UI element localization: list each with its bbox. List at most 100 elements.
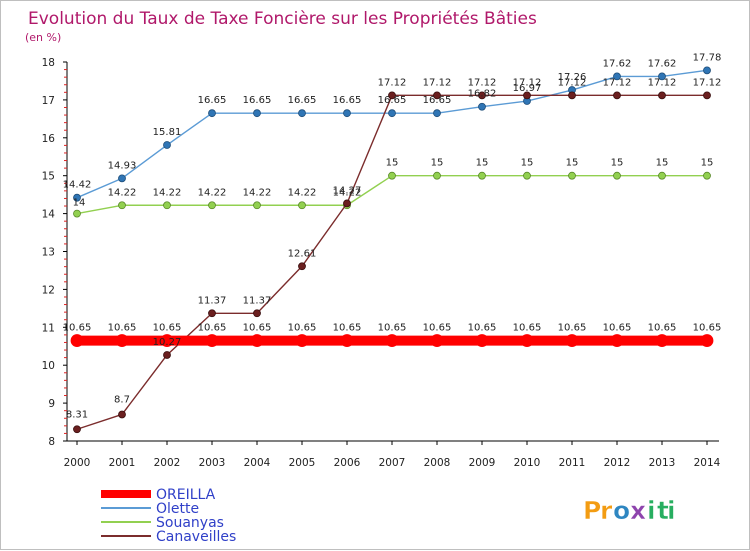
legend-label-canaveilles: Canaveilles xyxy=(156,529,236,545)
data-point-oreilla xyxy=(115,334,129,347)
data-label-souanyas: 15 xyxy=(476,158,489,169)
x-tick-label: 2014 xyxy=(694,457,721,469)
data-point-olette xyxy=(478,102,486,111)
data-label-canaveilles: 17.12 xyxy=(648,77,677,88)
data-point-oreilla xyxy=(385,334,399,347)
data-point-canaveilles xyxy=(523,91,531,100)
legend-label-oreilla: OREILLA xyxy=(156,487,216,503)
data-label-oreilla: 10.65 xyxy=(63,323,92,334)
x-tick-label: 2010 xyxy=(514,457,541,469)
data-point-souanyas xyxy=(118,201,126,210)
data-point-oreilla xyxy=(295,334,309,347)
data-label-souanyas: 15 xyxy=(431,158,444,169)
data-label-olette: 16.65 xyxy=(198,95,227,106)
x-tick-label: 2008 xyxy=(424,457,451,469)
data-point-olette xyxy=(208,109,216,118)
x-tick-label: 2007 xyxy=(379,457,406,469)
data-label-souanyas: 15 xyxy=(611,158,624,169)
legend-label-souanyas: Souanyas xyxy=(156,515,224,531)
data-label-oreilla: 10.65 xyxy=(378,323,407,334)
data-label-olette: 17.62 xyxy=(648,58,677,69)
data-point-oreilla xyxy=(700,334,714,347)
y-tick-label: 9 xyxy=(48,398,55,410)
data-label-olette: 17.62 xyxy=(603,58,632,69)
data-point-oreilla xyxy=(475,334,489,347)
data-point-olette xyxy=(388,109,396,118)
data-point-olette xyxy=(613,72,621,81)
data-point-olette xyxy=(298,109,306,118)
legend-label-olette: Olette xyxy=(156,501,199,517)
logo-letter: P xyxy=(583,496,601,525)
data-point-souanyas xyxy=(703,171,711,180)
data-point-oreilla xyxy=(565,334,579,347)
data-label-souanyas: 15 xyxy=(656,158,669,169)
data-point-canaveilles xyxy=(208,309,216,318)
data-point-oreilla xyxy=(655,334,669,347)
data-point-olette xyxy=(118,174,126,183)
data-label-souanyas: 14.22 xyxy=(153,187,182,198)
data-label-canaveilles: 17.12 xyxy=(468,77,497,88)
data-point-olette xyxy=(433,109,441,118)
data-point-olette xyxy=(703,66,711,75)
data-label-olette: 16.65 xyxy=(423,95,452,106)
data-point-canaveilles xyxy=(388,91,396,100)
y-tick-label: 13 xyxy=(42,247,55,259)
data-label-souanyas: 14.22 xyxy=(288,187,317,198)
data-label-souanyas: 14 xyxy=(73,198,86,209)
data-point-canaveilles xyxy=(703,91,711,100)
y-tick-label: 8 xyxy=(48,436,55,448)
series-olette xyxy=(73,66,711,202)
data-point-olette xyxy=(343,109,351,118)
data-label-olette: 16.65 xyxy=(333,95,362,106)
data-point-canaveilles xyxy=(433,91,441,100)
data-point-canaveilles xyxy=(613,91,621,100)
logo-letter: i xyxy=(667,496,676,525)
logo-letter: r xyxy=(600,496,613,525)
y-tick-label: 18 xyxy=(42,57,55,69)
data-label-oreilla: 10.65 xyxy=(333,323,362,334)
data-point-canaveilles xyxy=(298,262,306,271)
series-line-canaveilles xyxy=(76,94,707,430)
data-label-souanyas: 15 xyxy=(521,158,534,169)
x-tick-label: 2001 xyxy=(109,457,136,469)
data-point-canaveilles xyxy=(568,91,576,100)
data-label-oreilla: 10.65 xyxy=(558,323,587,334)
data-label-oreilla: 10.65 xyxy=(693,323,722,334)
x-tick-label: 2002 xyxy=(154,457,181,469)
data-label-olette: 14.93 xyxy=(108,160,137,171)
data-label-oreilla: 10.65 xyxy=(468,323,497,334)
data-label-canaveilles: 12.61 xyxy=(288,248,317,259)
x-tick-label: 2004 xyxy=(244,457,271,469)
data-label-canaveilles: 17.12 xyxy=(513,77,542,88)
data-label-canaveilles: 8.31 xyxy=(66,409,88,420)
data-label-oreilla: 10.65 xyxy=(153,323,182,334)
data-label-canaveilles: 10.27 xyxy=(153,337,182,348)
data-point-souanyas xyxy=(613,171,621,180)
logo-letter: x xyxy=(630,496,646,525)
data-labels-oreilla: 10.65 10.65 10.65 10.65 10.65 10.65 10.65 10.65… xyxy=(63,323,722,334)
x-tick-label: 2003 xyxy=(199,457,226,469)
data-label-souanyas: 14.22 xyxy=(108,187,137,198)
data-label-olette: 16.65 xyxy=(288,95,317,106)
data-label-souanyas: 15 xyxy=(566,158,579,169)
data-label-canaveilles: 17.12 xyxy=(693,77,722,88)
axes: 8 9 10 11 12 13 14 15 16 17 18 2000 2001 2002 2003 2004… xyxy=(42,57,721,469)
data-labels-canaveilles: 8.31 8.7 10.27 11.37 11.37 12.61 14.27 17.12 17.… xyxy=(66,77,721,420)
data-point-souanyas xyxy=(523,171,531,180)
data-point-oreilla xyxy=(520,334,534,347)
x-tick-label: 2006 xyxy=(334,457,361,469)
data-point-souanyas xyxy=(433,171,441,180)
y-tick-label: 10 xyxy=(42,360,55,372)
data-label-olette: 16.65 xyxy=(378,95,407,106)
data-label-olette: 17.26 xyxy=(558,72,587,83)
data-point-oreilla xyxy=(70,334,84,347)
data-point-oreilla xyxy=(205,334,219,347)
data-label-canaveilles: 17.12 xyxy=(603,77,632,88)
data-point-souanyas xyxy=(658,171,666,180)
y-tick-label: 16 xyxy=(42,133,56,145)
data-point-souanyas xyxy=(568,171,576,180)
data-point-souanyas xyxy=(208,201,216,210)
